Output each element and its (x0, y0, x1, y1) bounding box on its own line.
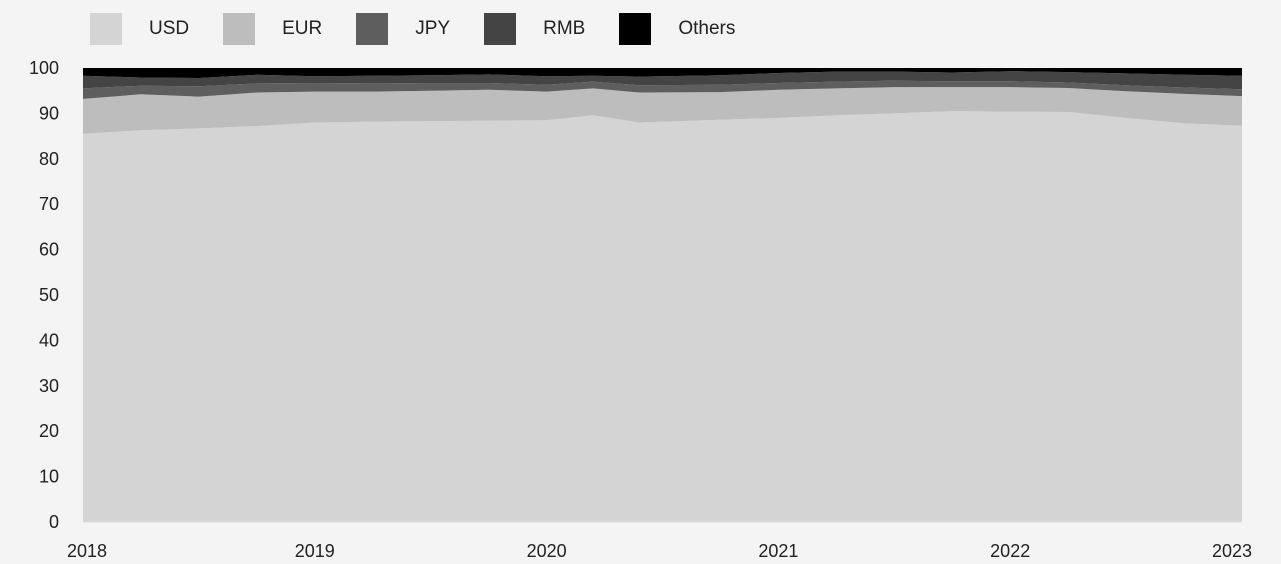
area-usd (83, 111, 1242, 522)
y-tick-label: 30 (39, 376, 59, 396)
x-tick-label: 2018 (67, 541, 107, 561)
x-tick-label: 2021 (758, 541, 798, 561)
legend-item-others: Others (619, 13, 735, 45)
legend-swatch (356, 13, 389, 45)
legend-label: EUR (282, 18, 323, 39)
legend-label: USD (149, 18, 190, 39)
area-others (83, 68, 1242, 78)
legend-item-jpy: JPY (356, 13, 450, 45)
legend: USD EUR JPY RMB Others (90, 12, 769, 46)
y-tick-label: 20 (39, 421, 59, 441)
legend-swatch (90, 13, 122, 45)
x-tick-label: 2022 (990, 541, 1030, 561)
legend-swatch (223, 13, 256, 45)
series-areas (83, 68, 1242, 522)
y-tick-label: 100 (29, 58, 59, 78)
y-tick-label: 50 (39, 285, 59, 305)
legend-label: RMB (543, 18, 586, 39)
legend-item-eur: EUR (223, 13, 322, 45)
y-tick-label: 80 (39, 149, 59, 169)
y-tick-label: 40 (39, 330, 59, 350)
legend-item-rmb: RMB (484, 13, 585, 45)
x-tick-label: 2020 (527, 541, 567, 561)
axes: 0 10 20 30 40 50 60 70 80 90 100 2018 2019 2020 2021 20… (29, 58, 1252, 561)
x-tick-label: 2023 (1212, 541, 1252, 561)
y-tick-label: 70 (39, 194, 59, 214)
y-tick-label: 60 (39, 240, 59, 260)
area-jpy (83, 80, 1242, 99)
legend-swatch (484, 13, 517, 45)
legend-label: Others (678, 18, 736, 39)
legend-swatch (619, 13, 652, 45)
area-rmb (83, 71, 1242, 90)
y-tick-label: 90 (39, 103, 59, 123)
y-tick-label: 0 (49, 512, 59, 532)
legend-item-usd: USD (90, 13, 189, 45)
y-tick-label: 10 (39, 467, 59, 487)
legend-label: JPY (415, 18, 451, 39)
area-eur (83, 87, 1242, 134)
x-tick-label: 2019 (295, 541, 335, 561)
